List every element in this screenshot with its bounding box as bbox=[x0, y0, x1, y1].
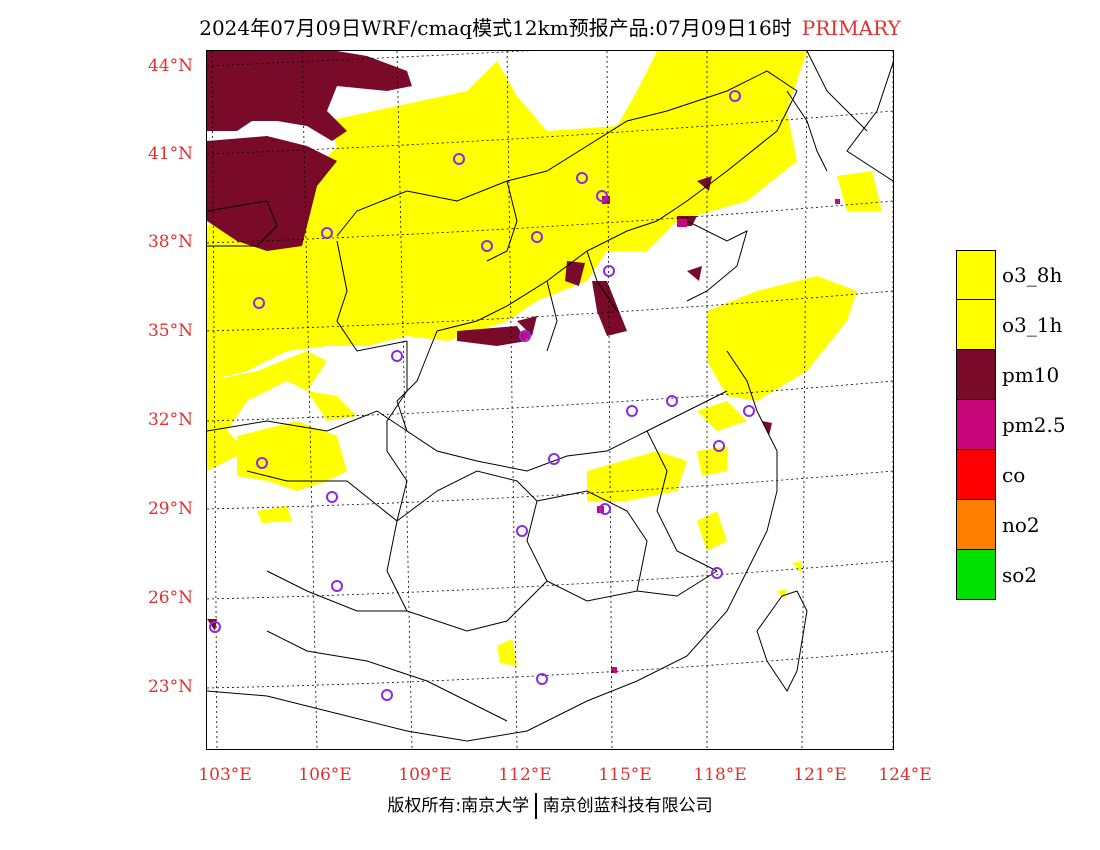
legend-swatch-pm10 bbox=[956, 350, 996, 400]
title-main: 2024年07月09日WRF/cmaq模式12km预报产品:07月09日16时 bbox=[199, 16, 792, 40]
legend-item-no2: no2 bbox=[956, 500, 1066, 550]
admin-borders bbox=[207, 51, 893, 742]
legend-label-o3-1h: o3_1h bbox=[1002, 313, 1063, 337]
legend-swatch-no2 bbox=[956, 500, 996, 550]
lat-label-26: 26°N bbox=[147, 588, 193, 608]
map-area[interactable] bbox=[206, 50, 894, 750]
pm10-regions bbox=[207, 51, 772, 631]
legend-item-o3-1h: o3_1h bbox=[956, 300, 1066, 350]
lon-label-121: 121°E bbox=[793, 765, 847, 785]
lon-label-118: 118°E bbox=[693, 765, 747, 785]
legend-item-o3-8h: o3_8h bbox=[956, 250, 1066, 300]
lat-label-23: 23°N bbox=[147, 677, 193, 697]
legend-swatch-o3-1h bbox=[956, 300, 996, 350]
legend-label-so2: so2 bbox=[1002, 563, 1038, 587]
legend-item-co: co bbox=[956, 450, 1066, 500]
copyright-right: 南京创蓝科技有限公司 bbox=[542, 796, 713, 816]
legend-label-co: co bbox=[1002, 463, 1026, 487]
lat-label-41: 41°N bbox=[147, 144, 193, 164]
copyright: 版权所有:南京大学 南京创蓝科技有限公司 bbox=[0, 791, 1100, 819]
legend-label-o3-8h: o3_8h bbox=[1002, 263, 1063, 287]
legend-swatch-o3-8h bbox=[956, 250, 996, 300]
lon-label-112: 112°E bbox=[498, 765, 552, 785]
lon-label-109: 109°E bbox=[398, 765, 452, 785]
legend-label-pm10: pm10 bbox=[1002, 363, 1060, 387]
station-markers bbox=[209, 90, 755, 701]
lon-label-106: 106°E bbox=[298, 765, 352, 785]
legend: o3_8h o3_1h pm10 pm2.5 co no2 so2 bbox=[956, 250, 1066, 600]
legend-label-pm25: pm2.5 bbox=[1002, 413, 1066, 437]
title-tag: PRIMARY bbox=[801, 16, 901, 40]
lat-label-35: 35°N bbox=[147, 321, 193, 341]
legend-item-pm10: pm10 bbox=[956, 350, 1066, 400]
lat-label-38: 38°N bbox=[147, 232, 193, 252]
copyright-left: 版权所有:南京大学 bbox=[387, 796, 530, 816]
legend-label-no2: no2 bbox=[1002, 513, 1040, 537]
legend-swatch-so2 bbox=[956, 550, 996, 600]
legend-swatch-co bbox=[956, 450, 996, 500]
o3-regions bbox=[207, 51, 882, 666]
copyright-separator bbox=[535, 793, 537, 819]
lon-label-103: 103°E bbox=[198, 765, 252, 785]
lat-label-44: 44°N bbox=[147, 56, 193, 76]
legend-item-pm25: pm2.5 bbox=[956, 400, 1066, 450]
lon-label-115: 115°E bbox=[598, 765, 652, 785]
legend-item-so2: so2 bbox=[956, 550, 1066, 600]
lat-label-32: 32°N bbox=[147, 410, 193, 430]
legend-swatch-pm25 bbox=[956, 400, 996, 450]
map-canvas bbox=[207, 51, 893, 749]
lat-label-29: 29°N bbox=[147, 499, 193, 519]
map-title: 2024年07月09日WRF/cmaq模式12km预报产品:07月09日16时 P… bbox=[0, 12, 1100, 41]
lon-label-124: 124°E bbox=[878, 765, 932, 785]
